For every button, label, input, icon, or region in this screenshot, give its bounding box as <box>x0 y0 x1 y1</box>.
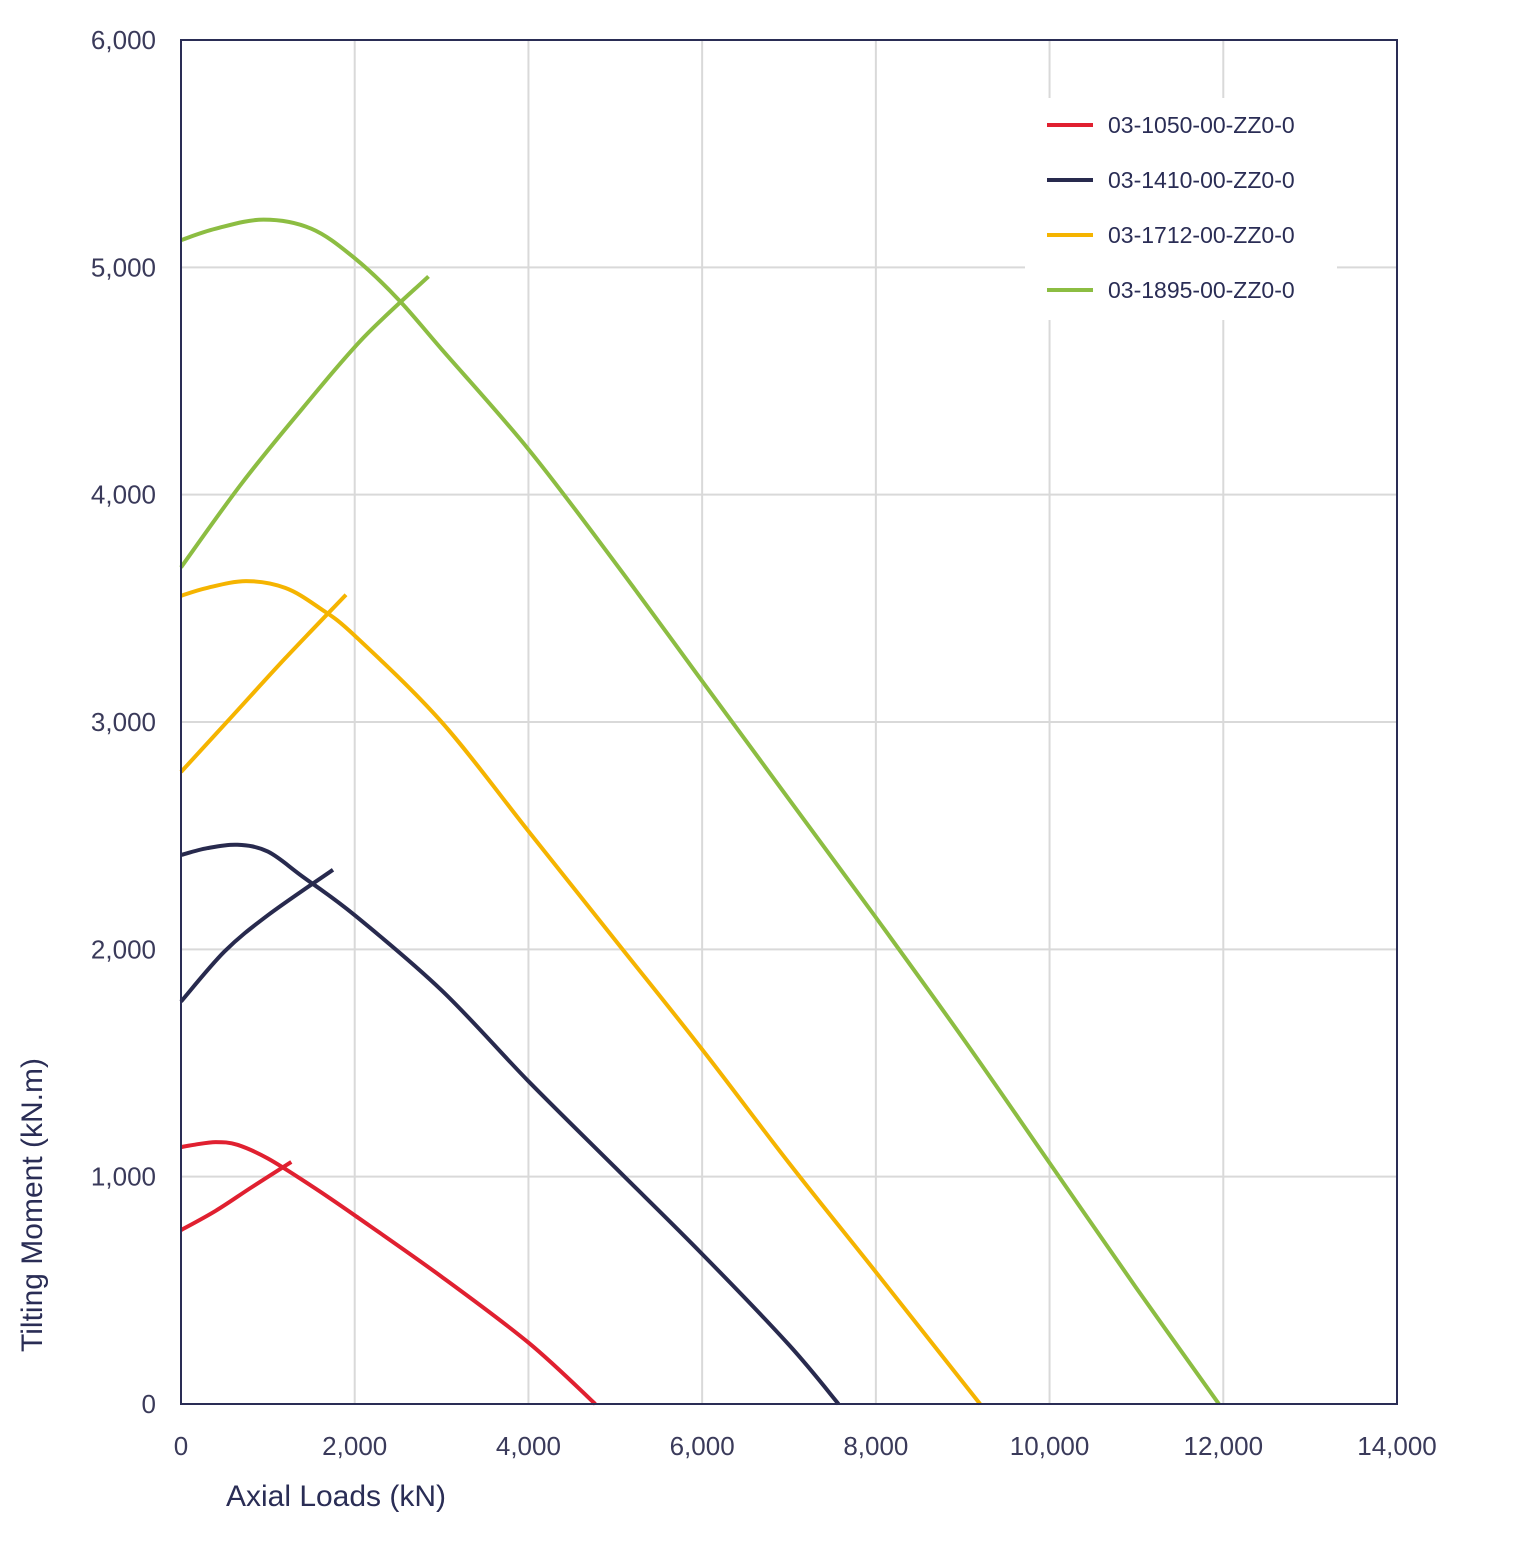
y-tick-labels: 0 1,000 2,000 3,000 4,000 5,000 6,000 <box>91 25 156 1419</box>
y-tick-label: 0 <box>142 1389 156 1419</box>
legend-label: 03-1895-00-ZZ0-0 <box>1108 277 1295 303</box>
x-tick-label: 12,000 <box>1184 1431 1264 1461</box>
x-tick-label: 2,000 <box>322 1431 387 1461</box>
legend-item: 03-1410-00-ZZ0-0 <box>1047 167 1295 193</box>
legend-box <box>1025 98 1337 320</box>
series-line <box>179 274 430 569</box>
legend: 03-1050-00-ZZ0-0 03-1410-00-ZZ0-0 03-1712-… <box>1025 98 1337 320</box>
legend-item: 03-1895-00-ZZ0-0 <box>1047 277 1295 303</box>
series-03-1712-00-ZZ0-0 <box>179 579 982 1406</box>
series-line <box>179 593 348 774</box>
series-lines <box>179 217 1221 1406</box>
legend-item: 03-1712-00-ZZ0-0 <box>1047 222 1295 248</box>
series-line <box>180 842 841 1406</box>
y-axis-title: Tilting Moment (kN.m) <box>16 1058 49 1352</box>
series-03-1895-00-ZZ0-0 <box>179 217 1221 1406</box>
series-03-1410-00-ZZ0-0 <box>179 842 841 1406</box>
x-tick-label: 14,000 <box>1357 1431 1437 1461</box>
series-line <box>180 1140 597 1406</box>
legend-label: 03-1410-00-ZZ0-0 <box>1108 167 1295 193</box>
plot-frame <box>180 39 1398 1405</box>
x-tick-label: 4,000 <box>496 1431 561 1461</box>
y-tick-label: 5,000 <box>91 252 156 282</box>
legend-label: 03-1050-00-ZZ0-0 <box>1108 112 1295 138</box>
x-tick-labels: 0 2,000 4,000 6,000 8,000 10,000 12,000 14,000 <box>174 1431 1437 1461</box>
y-tick-label: 4,000 <box>91 480 156 510</box>
legend-label: 03-1712-00-ZZ0-0 <box>1108 222 1295 248</box>
x-axis-title: Axial Loads (kN) <box>226 1480 446 1513</box>
series-line <box>179 868 335 1003</box>
y-tick-label: 1,000 <box>91 1162 156 1192</box>
series-line <box>180 217 1221 1406</box>
series-03-1050-00-ZZ0-0 <box>180 1140 597 1406</box>
series-line <box>180 579 982 1406</box>
x-tick-label: 10,000 <box>1010 1431 1090 1461</box>
x-tick-label: 0 <box>174 1431 188 1461</box>
y-tick-label: 6,000 <box>91 25 156 55</box>
legend-item: 03-1050-00-ZZ0-0 <box>1047 112 1295 138</box>
x-tick-label: 8,000 <box>843 1431 908 1461</box>
series-line <box>180 1160 293 1232</box>
y-tick-label: 2,000 <box>91 934 156 964</box>
x-tick-label: 6,000 <box>670 1431 735 1461</box>
y-tick-label: 3,000 <box>91 707 156 737</box>
